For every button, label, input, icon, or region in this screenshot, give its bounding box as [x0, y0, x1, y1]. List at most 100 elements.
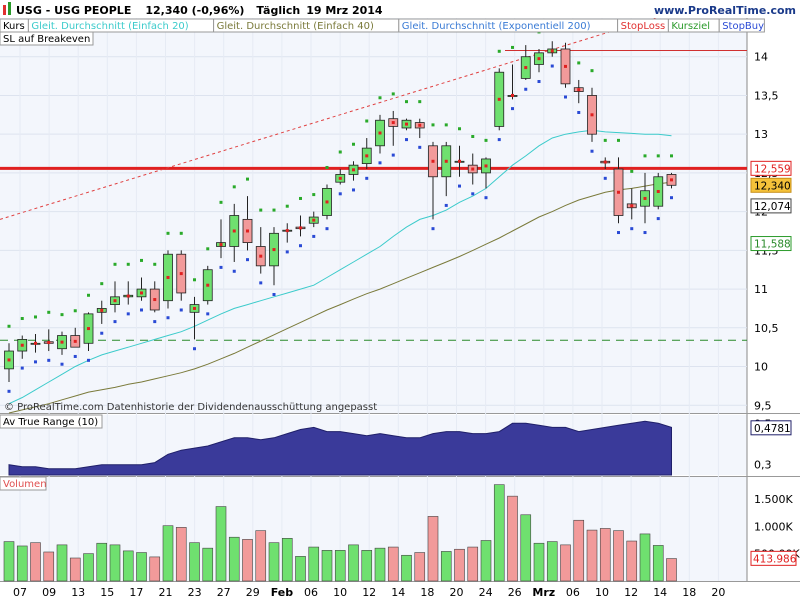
legend-item: StopBuy: [722, 21, 764, 32]
date-tick-label: Feb: [271, 586, 294, 599]
volume-bar: [440, 551, 452, 582]
volume-bar: [599, 528, 611, 582]
volume-bar: [83, 553, 94, 582]
volume-tick-label: 1.000K: [754, 520, 793, 533]
legend-item: Kurs: [3, 21, 25, 32]
target-marker: [471, 135, 475, 138]
stopbuy-marker: [285, 250, 289, 254]
stopbuy-marker: [272, 293, 276, 296]
target-marker: [431, 123, 435, 127]
stopbuy-marker: [140, 308, 143, 312]
volume-bar: [122, 550, 134, 582]
stoploss-marker: [166, 275, 170, 279]
source-label[interactable]: www.ProRealTime.com: [654, 4, 796, 17]
volume-bar: [546, 541, 558, 582]
volume-bar: [215, 506, 227, 582]
stoploss-marker: [232, 229, 236, 233]
stopbuy-marker: [484, 196, 488, 200]
stoploss-marker: [206, 283, 210, 287]
atr-area-fill: [8, 420, 672, 476]
target-marker: [232, 185, 236, 189]
volume-bar: [43, 551, 55, 582]
date-tick-label: 24: [479, 586, 493, 599]
volume-bar: [414, 552, 426, 582]
stopbuy-marker: [630, 227, 634, 231]
atr-title-box: Av True Range (10): [0, 414, 103, 429]
target-marker: [140, 258, 143, 262]
volume-bar: [560, 544, 571, 582]
stopbuy-marker: [100, 331, 104, 335]
stopbuy-marker: [603, 176, 607, 180]
stopbuy-marker: [166, 316, 170, 320]
date-tick-label: 06: [304, 586, 318, 599]
grid-lines: [0, 18, 747, 581]
stoploss-marker: [140, 291, 143, 295]
target-marker: [603, 138, 607, 142]
volume-bar: [281, 538, 293, 582]
price-badge-label: 12,074: [754, 201, 791, 213]
target-marker: [497, 49, 501, 53]
target-marker: [444, 123, 448, 127]
atr-badge: [750, 420, 792, 436]
atr-title: Av True Range (10): [3, 417, 98, 428]
target-marker: [577, 61, 581, 65]
volume-bar: [454, 548, 465, 582]
price-tick-label: 14: [754, 51, 768, 64]
date-tick-label: 23: [188, 586, 202, 599]
date-tick-label: 29: [246, 586, 260, 599]
sma20-line: [8, 129, 672, 405]
volume-bar: [652, 545, 664, 582]
stoploss-marker: [153, 298, 157, 302]
volume-bar: [401, 554, 412, 582]
legend-item: Gleit. Durchschnitt (Einfach 40): [217, 21, 374, 32]
volume-bar: [136, 552, 147, 582]
stoploss-marker: [458, 159, 461, 163]
stopbuy-marker: [617, 231, 620, 235]
target-marker: [153, 262, 157, 266]
volume-bar: [69, 557, 81, 582]
stopbuy-marker: [458, 184, 461, 188]
target-marker: [219, 200, 223, 204]
target-marker: [259, 208, 263, 212]
date-tick-label: 27: [217, 586, 231, 599]
stopbuy-marker: [47, 358, 51, 362]
price-tick-label: 10,5: [754, 322, 779, 335]
stoploss-marker: [550, 49, 554, 53]
date-tick-label: 20: [450, 586, 464, 599]
volume-bar: [374, 547, 386, 582]
stoploss-marker: [87, 327, 90, 331]
date-tick-label: 10: [595, 586, 609, 599]
date-tick-label: 14: [391, 586, 405, 599]
stoploss-marker: [47, 341, 51, 345]
target-marker: [20, 317, 24, 321]
stoploss-marker: [100, 308, 104, 312]
target-marker: [338, 150, 342, 154]
stoploss-marker: [73, 339, 77, 343]
date-tick-label: 18: [420, 586, 434, 599]
stoploss-marker: [497, 97, 501, 101]
target-marker: [391, 92, 395, 96]
stopbuy-marker: [577, 110, 581, 114]
date-tick-label: 17: [129, 586, 143, 599]
volume-bar: [175, 527, 187, 582]
volume-bar: [255, 530, 267, 582]
stopbuy-marker: [564, 95, 567, 99]
volume-badge: [750, 550, 797, 566]
target-marker: [87, 293, 90, 297]
volume-bar: [467, 546, 479, 582]
price-panel[interactable]: [0, 18, 747, 413]
target-marker: [418, 100, 422, 104]
price-badge: [750, 177, 792, 193]
stoploss-marker: [564, 64, 567, 68]
target-marker: [365, 119, 369, 123]
target-marker: [405, 100, 408, 104]
volume-tick-label: 1.500K: [754, 493, 793, 506]
price-badge-label: 12,559: [754, 163, 791, 175]
stoploss-marker: [259, 254, 263, 258]
price-tick-label: 9,5: [754, 399, 772, 412]
stopbuy-marker: [20, 366, 24, 370]
atr-area: [8, 420, 672, 476]
stopbuy-marker: [219, 265, 223, 269]
target-marker: [272, 208, 276, 212]
